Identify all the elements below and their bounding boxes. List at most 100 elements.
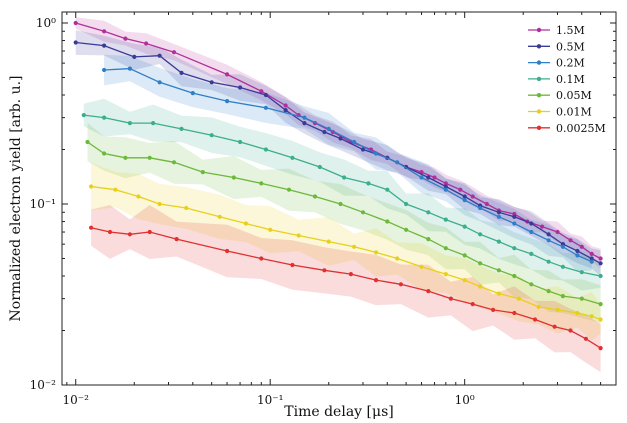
data-point-0-1m <box>404 201 409 207</box>
band-0-1m <box>83 98 601 291</box>
uncertainty-bands <box>75 17 601 373</box>
data-point-0-2m <box>560 244 566 249</box>
legend-marker <box>536 44 542 49</box>
data-point-0-01m <box>352 244 357 249</box>
data-point-0-1m <box>512 246 517 251</box>
series-line-0-0025m <box>90 227 601 349</box>
data-point-0-5m <box>302 121 307 126</box>
data-point-0-1m <box>443 217 448 222</box>
data-point-1-5m <box>458 187 463 192</box>
data-point-1-5m <box>171 50 177 55</box>
data-point-0-0025m <box>532 317 538 322</box>
data-point-0-05m <box>529 282 534 287</box>
y-axis-label: Normalized electron yield [arb. u.] <box>8 76 24 322</box>
data-point-0-0025m <box>322 268 327 273</box>
data-point-0-0025m <box>583 336 589 341</box>
y-tick-label: 10⁻¹ <box>30 197 56 211</box>
legend-label: 0.05M <box>556 89 592 102</box>
axis-ticks: 10⁻² 10⁻¹ 10⁰ 10⁻² 10⁻¹ 10⁰ <box>30 12 617 407</box>
data-point-0-0025m <box>348 272 353 277</box>
data-point-0-01m <box>157 201 162 207</box>
data-point-0-1m <box>127 121 132 126</box>
data-point-0-01m <box>395 256 400 261</box>
data-point-1-5m <box>484 201 489 207</box>
data-point-0-2m <box>478 205 483 211</box>
data-point-0-2m <box>529 229 534 235</box>
data-point-0-5m <box>443 184 448 189</box>
data-point-0-2m <box>496 214 501 219</box>
data-point-0-0025m <box>598 346 603 351</box>
data-point-0-5m <box>102 43 107 48</box>
data-point-0-05m <box>385 219 390 224</box>
data-point-0-1m <box>579 270 584 275</box>
data-point-0-2m <box>102 67 107 73</box>
data-point-0-01m <box>296 233 301 238</box>
data-point-0-5m <box>132 54 137 60</box>
data-point-0-0025m <box>127 232 132 237</box>
data-point-0-1m <box>317 164 322 170</box>
data-point-0-5m <box>575 248 580 254</box>
series-line-1-5m <box>75 22 601 260</box>
data-point-0-1m <box>426 210 431 215</box>
data-point-0-05m <box>259 181 264 186</box>
band-0-0025m <box>91 205 601 373</box>
data-point-0-1m <box>560 264 566 269</box>
data-point-0-05m <box>512 273 517 279</box>
data-point-0-2m <box>575 253 580 258</box>
data-point-0-0025m <box>174 237 179 242</box>
data-point-0-05m <box>496 268 501 273</box>
data-point-0-01m <box>496 291 501 296</box>
data-point-0-2m <box>419 175 424 180</box>
data-point-1-5m <box>555 229 560 235</box>
data-point-0-2m <box>302 115 307 120</box>
legend-marker <box>536 125 542 130</box>
data-point-1-5m <box>568 238 573 243</box>
data-point-0-01m <box>462 278 467 283</box>
data-point-0-01m <box>443 272 448 277</box>
series-line-0-01m <box>91 185 601 321</box>
legend-marker <box>536 60 542 65</box>
data-point-0-05m <box>231 175 236 180</box>
data-point-0-5m <box>598 261 603 266</box>
legend-item-0-5m: 0.5M <box>528 40 585 53</box>
data-point-1-5m <box>283 103 288 108</box>
legend-item-0-1m: 0.1M <box>528 73 585 86</box>
x-tick-label: 10⁻¹ <box>257 393 283 407</box>
data-point-0-05m <box>478 261 483 266</box>
y-tick-label: 10⁻² <box>30 378 57 392</box>
data-point-1-5m <box>598 256 603 261</box>
data-point-0-05m <box>338 201 343 207</box>
data-point-0-0025m <box>373 278 379 283</box>
data-point-0-01m <box>184 205 189 211</box>
data-point-0-5m <box>512 214 517 219</box>
x-tick-label: 10⁰ <box>455 393 475 407</box>
legend-item-0-01m: 0.01M <box>528 106 592 119</box>
data-point-1-5m <box>589 251 594 256</box>
x-tick-label: 10⁻² <box>63 393 90 407</box>
data-point-0-1m <box>598 273 603 279</box>
data-point-0-01m <box>326 239 331 244</box>
data-point-0-5m <box>238 85 243 90</box>
data-point-0-5m <box>496 210 501 215</box>
legend-label: 0.2M <box>556 57 585 70</box>
data-point-0-1m <box>478 232 483 237</box>
legend-item-0-0025m: 0.0025M <box>528 122 606 135</box>
data-point-0-1m <box>342 175 347 180</box>
series-0-2m <box>102 66 594 264</box>
legend-label: 0.01M <box>556 106 592 119</box>
data-point-1-5m <box>259 89 264 94</box>
data-point-0-5m <box>283 108 288 113</box>
data-point-0-5m <box>322 129 327 135</box>
series-lines <box>73 20 603 351</box>
legend-marker <box>536 109 542 114</box>
data-point-0-5m <box>73 40 78 45</box>
data-point-0-0025m <box>147 229 152 235</box>
data-point-0-01m <box>217 214 222 219</box>
data-point-1-5m <box>73 20 78 26</box>
x-axis-label: Time delay [μs] <box>284 404 393 420</box>
data-point-0-0025m <box>568 328 573 333</box>
data-point-1-5m <box>225 72 230 77</box>
data-point-1-5m <box>579 244 584 249</box>
data-point-0-2m <box>443 187 448 192</box>
